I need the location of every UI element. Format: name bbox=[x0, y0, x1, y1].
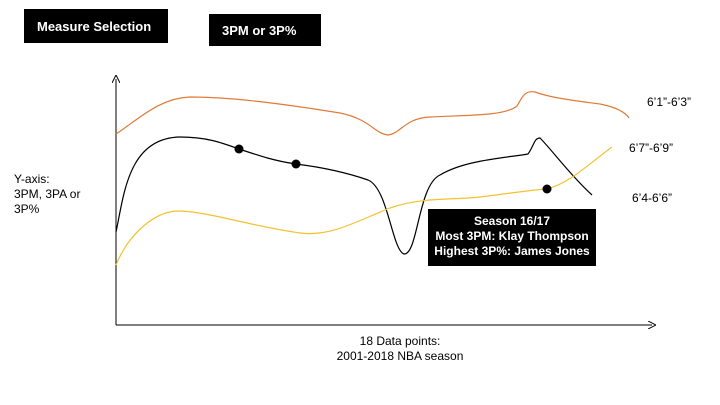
tooltip-most-3pm: Most 3PM: Klay Thompson bbox=[435, 229, 589, 243]
data-point-marker[interactable] bbox=[234, 144, 244, 154]
y-axis-label: Y-axis: 3PM, 3PA or 3P% bbox=[14, 172, 86, 217]
tooltip-highest-3p-pct: Highest 3P%: James Jones bbox=[434, 244, 590, 258]
series-line-6-1-to-6-3[interactable] bbox=[115, 91, 630, 136]
series-label-6-1-to-6-3: 6’1”-6’3” bbox=[647, 95, 692, 109]
measure-selection-label: Measure Selection bbox=[37, 18, 152, 34]
series-label-6-7-to-6-9: 6’7”-6’9” bbox=[629, 141, 674, 155]
x-axis-label-line: 18 Data points: bbox=[359, 334, 441, 348]
data-point-marker[interactable] bbox=[291, 159, 301, 169]
y-axis-label-line: Y-axis: bbox=[14, 172, 50, 186]
y-axis-label-line: 3P% bbox=[14, 202, 40, 216]
tooltip-season: Season 16/17 bbox=[473, 214, 551, 228]
metric-toggle-label: 3PM or 3P% bbox=[222, 22, 297, 38]
season-tooltip: Season 16/17 Most 3PM: Klay Thompson Hig… bbox=[428, 209, 596, 266]
series-label-6-4-to-6-6: 6’4-6’6” bbox=[632, 191, 673, 205]
data-point-marker-highlighted[interactable] bbox=[542, 184, 552, 194]
measure-selection-button[interactable]: Measure Selection bbox=[24, 9, 168, 43]
series-line-6-7-to-6-9[interactable] bbox=[115, 136, 593, 255]
metric-toggle-button[interactable]: 3PM or 3P% bbox=[209, 14, 321, 46]
x-axis-label: 18 Data points: 2001-2018 NBA season bbox=[300, 334, 500, 364]
y-axis-label-line: 3PM, 3PA or bbox=[14, 187, 81, 201]
x-axis-label-line: 2001-2018 NBA season bbox=[336, 349, 464, 363]
